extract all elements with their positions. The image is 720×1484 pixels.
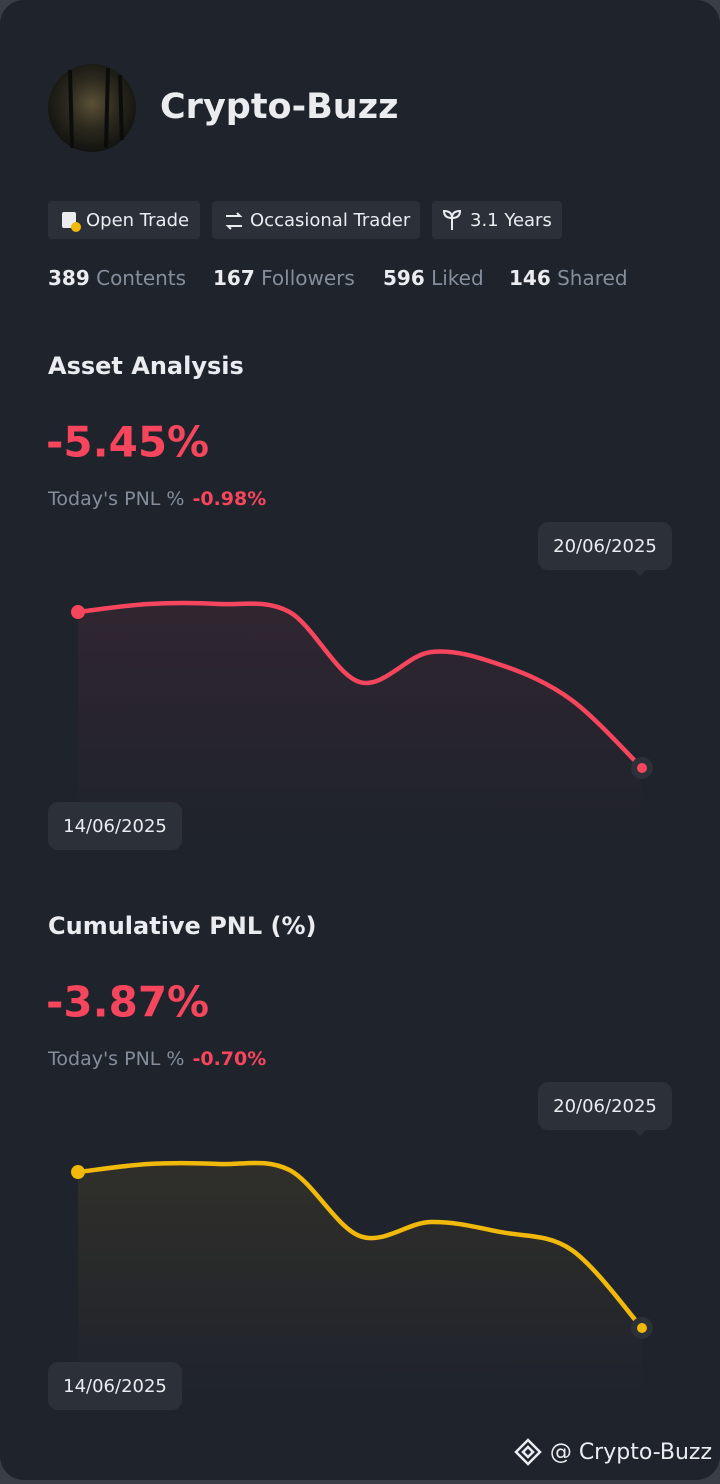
- today-pnl-label: Today's PNL %: [47, 1048, 184, 1070]
- stats-line: 389 Contents 167 Followers 596 Liked 146…: [48, 266, 628, 290]
- section-title: Asset Analysis: [48, 352, 244, 380]
- avatar-trees: [68, 67, 124, 149]
- tag: [48, 201, 200, 239]
- start-date: 14/06/2025: [63, 816, 167, 837]
- start-date: 14/06/2025: [63, 1376, 167, 1397]
- date-pill: [538, 1082, 672, 1130]
- brand-logo: [514, 1438, 542, 1466]
- stat-count: 167: [213, 266, 255, 290]
- date-pill: [48, 1362, 182, 1410]
- stat-label: Followers: [261, 266, 355, 290]
- end-dot: [637, 1323, 647, 1333]
- date-pointer: [634, 570, 646, 576]
- pnl-value: -5.45%: [46, 418, 209, 467]
- user-name: Crypto-Buzz: [160, 87, 398, 127]
- tag-icon: [442, 209, 462, 230]
- date-pill: [48, 802, 182, 850]
- tag-icon: [71, 222, 81, 232]
- start-dot: [71, 605, 85, 620]
- date-pointer: [634, 1130, 646, 1136]
- today-pnl-value: -0.70%: [192, 1048, 266, 1070]
- pnl-value: -3.87%: [46, 978, 209, 1027]
- today-pnl: Today's PNL % -0.98%: [47, 488, 266, 510]
- end-date: 20/06/2025: [553, 536, 657, 557]
- area: [78, 1162, 642, 1396]
- area: [78, 602, 642, 836]
- end-dot: [637, 763, 647, 773]
- line: [75, 600, 645, 771]
- stat-label: Shared: [557, 266, 627, 290]
- tag-label: Open Trade: [86, 210, 189, 231]
- watermark: @ Crypto-Buzz: [550, 1440, 712, 1465]
- stat-label: Contents: [96, 266, 186, 290]
- start-dot: [71, 1165, 85, 1180]
- line: [75, 1160, 645, 1331]
- stat-count: 596: [383, 266, 425, 290]
- tag: [212, 201, 420, 239]
- stat-count: 389: [48, 266, 90, 290]
- today-pnl: Today's PNL % -0.70%: [47, 1048, 266, 1070]
- stat-label: Liked: [431, 266, 484, 290]
- tag: [432, 201, 562, 239]
- tag-icon: [225, 212, 243, 230]
- end-date: 20/06/2025: [553, 1096, 657, 1117]
- tag-label: Occasional Trader: [250, 210, 411, 231]
- tag-label: 3.1 Years: [470, 210, 552, 231]
- today-pnl-label: Today's PNL %: [47, 488, 184, 510]
- section-title: Cumulative PNL (%): [48, 912, 317, 940]
- date-pill: [538, 522, 672, 570]
- stat-count: 146: [509, 266, 551, 290]
- today-pnl-value: -0.98%: [192, 488, 266, 510]
